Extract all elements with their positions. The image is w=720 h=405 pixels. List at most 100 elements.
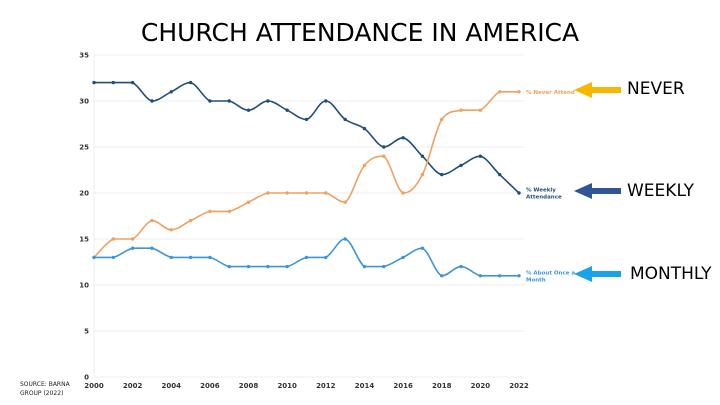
x-tick-label: 2020 [471, 382, 491, 390]
series-label-about-once-a-month: Month [526, 277, 546, 283]
arrow-shaft [591, 188, 621, 194]
x-tick-label: 2012 [316, 382, 336, 390]
data-point-never-attend [246, 200, 251, 204]
data-point-never-attend [111, 237, 116, 241]
data-point-weekly-attendance [362, 126, 367, 131]
x-tick-label: 2004 [162, 382, 182, 390]
data-point-about-once-a-month [324, 255, 328, 260]
data-point-weekly-attendance [478, 154, 483, 158]
data-point-never-attend [478, 108, 483, 112]
y-tick-label: 20 [79, 190, 89, 198]
y-tick-label: 0 [84, 374, 89, 382]
arrow-head [574, 82, 592, 98]
series-label-weekly-attendance: % Weekly [526, 188, 556, 194]
data-point-about-once-a-month [188, 255, 193, 260]
data-point-about-once-a-month [150, 246, 154, 250]
data-point-weekly-attendance [130, 80, 135, 85]
data-point-never-attend [401, 191, 405, 195]
data-point-weekly-attendance [227, 99, 231, 103]
data-point-weekly-attendance [169, 90, 173, 94]
x-tick-label: 2002 [123, 382, 143, 390]
data-point-weekly-attendance [343, 117, 347, 122]
x-tick-label: 2008 [239, 382, 259, 390]
data-point-about-once-a-month [440, 274, 444, 278]
arrow-head [574, 266, 592, 282]
data-point-about-once-a-month [92, 255, 96, 260]
data-point-about-once-a-month [401, 255, 405, 260]
data-point-weekly-attendance [324, 99, 328, 103]
data-point-never-attend [188, 218, 193, 223]
data-point-about-once-a-month [304, 255, 309, 260]
x-tick-label: 2016 [393, 382, 413, 390]
arrow-icon [574, 266, 621, 282]
series-lines [92, 80, 521, 278]
data-point-never-attend [285, 191, 289, 195]
data-point-about-once-a-month [246, 264, 251, 269]
data-point-about-once-a-month [382, 264, 386, 269]
data-point-about-once-a-month [459, 264, 463, 269]
data-point-weekly-attendance [517, 191, 521, 195]
data-point-about-once-a-month [517, 274, 521, 278]
data-point-weekly-attendance [440, 172, 444, 177]
data-point-never-attend [208, 209, 212, 214]
series-line-weekly-attendance [93, 81, 520, 194]
data-point-never-attend [324, 191, 328, 195]
data-point-never-attend [266, 191, 270, 195]
data-point-weekly-attendance [111, 80, 116, 85]
y-tick-label: 5 [84, 328, 89, 336]
data-point-weekly-attendance [246, 108, 251, 112]
data-point-about-once-a-month [227, 264, 231, 269]
data-point-never-attend [169, 228, 173, 232]
data-point-never-attend [343, 200, 347, 204]
data-point-never-attend [459, 108, 463, 112]
grid-lines [93, 54, 524, 378]
arrow-icon [574, 183, 621, 199]
data-point-about-once-a-month [478, 274, 483, 278]
arrow-shaft [591, 271, 621, 277]
data-point-about-once-a-month [266, 264, 270, 269]
data-point-never-attend [440, 117, 444, 122]
x-tick-label: 2014 [355, 382, 375, 390]
y-tick-label: 25 [79, 144, 89, 152]
data-point-weekly-attendance [285, 108, 289, 112]
series-line-never-attend [93, 90, 519, 258]
data-point-weekly-attendance [304, 117, 309, 122]
data-point-weekly-attendance [208, 99, 212, 103]
y-tick-label: 15 [79, 236, 89, 244]
x-tick-label: 2006 [200, 382, 220, 390]
data-point-never-attend [227, 209, 231, 214]
data-point-never-attend [420, 172, 425, 177]
series-label-weekly-attendance: Attendance [526, 195, 562, 201]
data-point-never-attend [517, 90, 521, 94]
y-tick-label: 35 [79, 52, 89, 60]
data-point-weekly-attendance [150, 99, 154, 103]
callout-weekly: WEEKLY [627, 181, 695, 201]
data-point-never-attend [362, 163, 367, 168]
callout-never: NEVER [627, 79, 685, 99]
axes: 0 5 10 15 20 25 30 35 2000 2002 2004 2006 2008 2010 20… [79, 52, 529, 391]
data-point-about-once-a-month [497, 274, 502, 278]
data-point-weekly-attendance [382, 145, 386, 149]
callout-arrows [574, 82, 621, 282]
data-point-about-once-a-month [130, 246, 135, 250]
data-point-never-attend [304, 191, 309, 195]
y-tick-label: 10 [79, 282, 89, 290]
data-point-about-once-a-month [420, 246, 425, 250]
x-tick-label: 2018 [432, 382, 452, 390]
data-point-weekly-attendance [420, 154, 425, 158]
data-point-never-attend [497, 90, 502, 94]
callout-monthly: MONTHLY [630, 264, 712, 284]
data-point-about-once-a-month [169, 255, 173, 260]
data-point-about-once-a-month [111, 255, 116, 260]
data-point-weekly-attendance [92, 80, 96, 85]
y-tick-label: 30 [79, 98, 89, 106]
data-point-never-attend [150, 218, 154, 223]
data-point-weekly-attendance [459, 163, 463, 168]
data-point-weekly-attendance [401, 136, 405, 140]
chart-title: CHURCH ATTENDANCE IN AMERICA [140, 18, 580, 47]
data-point-about-once-a-month [208, 255, 212, 260]
data-point-never-attend [130, 237, 135, 241]
x-tick-label: 2000 [84, 382, 104, 390]
data-point-weekly-attendance [188, 80, 193, 85]
